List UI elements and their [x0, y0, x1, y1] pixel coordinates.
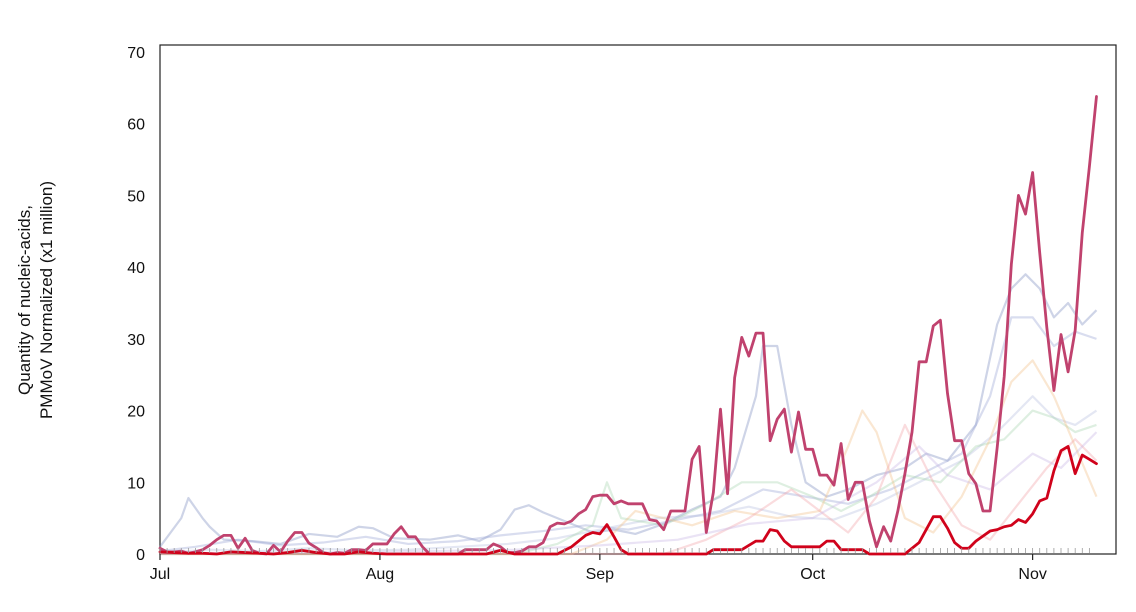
y-tick-label: 30: [127, 332, 145, 349]
background-series-line: [159, 395, 1098, 554]
background-series-line: [160, 423, 1098, 556]
x-axis-ticks: Jul Aug Sep Oct Nov: [150, 554, 1047, 583]
y-tick-label: 0: [136, 547, 145, 564]
y-axis-title-line-2: PMMoV Normalized (x1 million): [37, 181, 56, 419]
highlighted-series-line: [158, 95, 1098, 556]
date-rug-marks: [159, 548, 1090, 553]
x-tick-label: Jul: [150, 566, 170, 583]
y-tick-label: 40: [127, 260, 145, 277]
background-series-line: [160, 359, 1098, 556]
y-axis-title-line-1: Quantity of nucleic-acids,: [15, 205, 34, 395]
x-tick-label: Aug: [366, 566, 394, 583]
y-tick-label: 70: [127, 45, 145, 62]
y-tick-label: 10: [127, 475, 145, 492]
highlighted-series-line: [158, 445, 1098, 556]
plot-area: [159, 44, 1117, 555]
x-tick-label: Sep: [586, 566, 615, 583]
y-tick-label: 20: [127, 404, 145, 421]
y-axis-ticks: 0 10 20 30 40 50 60 70: [127, 45, 145, 564]
y-axis-title: Quantity of nucleic-acids, PMMoV Normali…: [15, 181, 56, 419]
background-series-line: [160, 409, 1097, 556]
y-tick-label: 50: [127, 188, 145, 205]
highlighted-series-group: [158, 95, 1098, 556]
x-tick-label: Oct: [800, 566, 825, 583]
y-tick-label: 60: [127, 117, 145, 134]
x-tick-label: Nov: [1018, 566, 1046, 583]
